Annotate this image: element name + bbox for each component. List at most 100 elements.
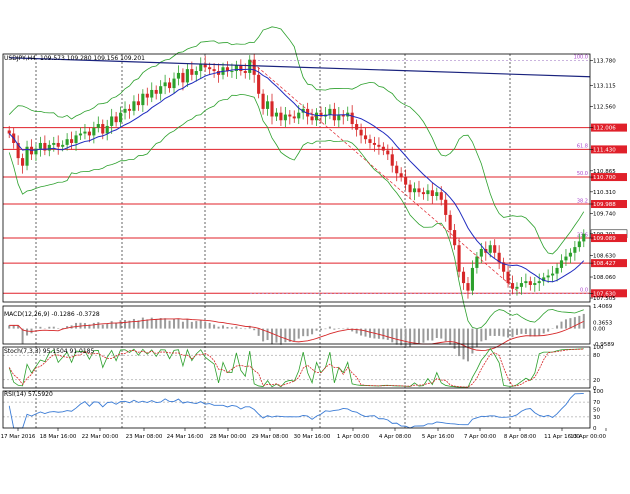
candle-body <box>172 78 176 89</box>
rsi-label: RSI(14) 57.5920 <box>4 391 53 398</box>
candle-body <box>225 67 230 72</box>
candle-body <box>176 72 181 79</box>
candle-body <box>319 112 323 117</box>
candle-body <box>65 139 69 145</box>
candle-body <box>582 233 586 242</box>
price-tag <box>591 200 627 209</box>
y-tick-label: 108.427 <box>593 261 616 267</box>
fib-level-label: 61.8 <box>577 143 588 149</box>
stoch-signal-line <box>8 348 584 388</box>
macd-y-label: 0.3653 <box>593 321 613 327</box>
price-tag <box>591 145 627 154</box>
candle-body <box>43 142 47 151</box>
macd-y-label: -0.9589 <box>593 342 615 348</box>
y-tick-label: 108.630 <box>593 253 616 259</box>
x-tick-label: 22 Mar 00:00 <box>82 434 119 440</box>
fib-level-label: 100.0 <box>574 54 588 60</box>
stoch-label: Stoch(7,3,3) 95.1504 91.0185 <box>4 348 95 355</box>
candle-body <box>314 112 319 121</box>
candle-body <box>341 114 345 117</box>
candle-body <box>16 142 20 159</box>
candle-body <box>61 144 65 147</box>
candle-body <box>546 275 550 278</box>
y-tick-label: 108.060 <box>593 275 616 281</box>
candle-body <box>555 267 559 274</box>
candle-body <box>368 139 372 143</box>
candle-body <box>239 65 243 72</box>
candle-body <box>435 192 439 196</box>
candle-body <box>363 135 368 140</box>
candle-body <box>551 273 555 276</box>
candle-body <box>203 63 207 68</box>
price-tag <box>591 234 627 243</box>
rsi-y-label: 70 <box>593 400 600 406</box>
candle-body <box>359 129 363 136</box>
bollinger-lower <box>8 93 584 330</box>
candle-body <box>119 112 123 123</box>
candle-body <box>279 112 283 121</box>
candle-body <box>448 214 452 231</box>
candle-body <box>502 262 506 272</box>
candle-body <box>412 188 417 193</box>
candle-body <box>381 146 385 151</box>
y-tick-label: 109.089 <box>593 236 616 242</box>
rsi-y-label: 100 <box>593 389 604 395</box>
candle-body <box>190 69 194 75</box>
candle-body <box>230 71 234 73</box>
fib-connector <box>249 60 521 294</box>
y-tick-label: 112.006 <box>593 126 616 132</box>
candle-body <box>234 65 238 72</box>
candle-body <box>92 127 96 136</box>
candle-body <box>488 245 492 253</box>
stoch-y-label: 0 <box>593 386 597 392</box>
price-panel: 100.061.850.038.223.60.0 <box>3 26 591 330</box>
candle-body <box>257 74 261 94</box>
candle-body <box>292 116 296 119</box>
stoch-main-line <box>8 347 584 388</box>
candle-body <box>56 142 60 147</box>
ohlc-label: 109.573 109.280 109.156 109.201 <box>40 55 145 62</box>
candle-body <box>417 188 421 193</box>
candle-body <box>114 116 118 123</box>
candle-body <box>159 86 163 94</box>
candle-body <box>145 93 149 98</box>
x-tick-label: 18 Mar 16:00 <box>40 434 77 440</box>
fib-level-label: 38.2 <box>577 198 588 204</box>
candle-body <box>127 108 132 111</box>
x-tick-label: 13 Apr 00:00 <box>570 434 606 440</box>
candle-body <box>52 142 56 145</box>
candle-body <box>7 130 11 134</box>
x-tick-label: 24 Mar 16:00 <box>167 434 204 440</box>
x-tick-label: 11 Apr 16:00 <box>544 434 580 440</box>
stoch-y-label: 20 <box>593 378 600 384</box>
symbol-label: USDJPY,H4 <box>4 55 36 62</box>
fib-level-label: 50.0 <box>577 171 588 177</box>
rsi-y-label: 30 <box>593 415 600 421</box>
rsi-line <box>8 393 584 429</box>
candle-body <box>274 112 279 117</box>
rsi-frame <box>2 390 591 429</box>
price-tag <box>591 259 627 268</box>
candle-body <box>377 144 381 147</box>
candle-body <box>96 124 100 128</box>
candle-body <box>288 114 292 117</box>
stoch-y-label: 100 <box>593 345 604 351</box>
candle-body <box>261 93 265 109</box>
candle-body <box>105 125 109 134</box>
candle-body <box>328 108 332 115</box>
candle-body <box>163 82 167 87</box>
candle-body <box>461 271 466 284</box>
x-tick-label: 30 Mar 16:00 <box>294 434 331 440</box>
candle-body <box>395 165 399 174</box>
candle-body <box>38 142 42 149</box>
candle-body <box>439 192 443 200</box>
candle-body <box>337 114 341 121</box>
candle-body <box>150 89 154 98</box>
candle-body <box>248 59 252 73</box>
candle-body <box>208 67 212 70</box>
candle-body <box>21 158 25 166</box>
candle-body <box>457 245 461 272</box>
